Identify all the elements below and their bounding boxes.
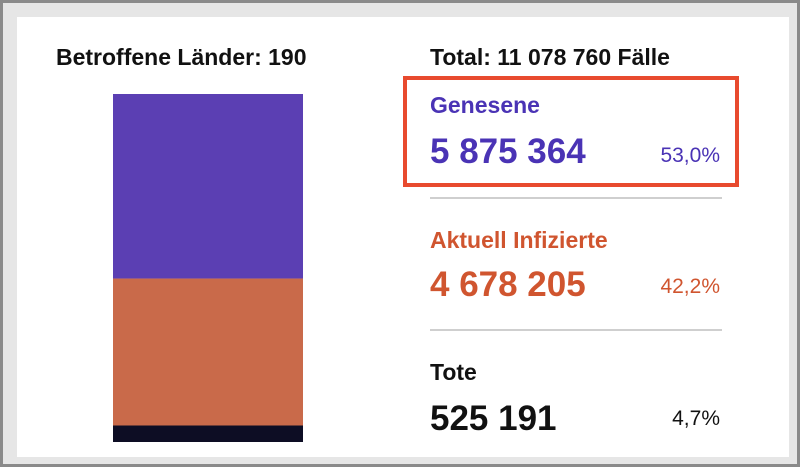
divider	[430, 329, 722, 331]
stat-recovered-percent: 53,0%	[660, 144, 720, 167]
divider	[430, 197, 722, 199]
bar-segment-tote	[113, 425, 303, 442]
stat-infected-label: Aktuell Infizierte	[430, 227, 608, 253]
stat-deaths-label: Tote	[430, 359, 477, 385]
stat-infected-percent: 42,2%	[660, 275, 720, 298]
stat-recovered-label: Genesene	[430, 92, 540, 118]
bar-segment-aktuell-infizierte	[113, 278, 303, 426]
affected-countries-label: Betroffene Länder: 190	[56, 44, 307, 70]
stat-infected-value: 4 678 205	[430, 265, 586, 304]
bar-segment-genesene	[113, 94, 303, 279]
stat-deaths-percent: 4,7%	[672, 407, 720, 430]
stat-deaths-value: 525 191	[430, 399, 557, 438]
stat-recovered-value: 5 875 364	[430, 132, 586, 171]
total-cases-label: Total: 11 078 760 Fälle	[430, 44, 670, 70]
stacked-bar-chart	[113, 94, 303, 442]
stat-recovered: Genesene 5 875 364 53,0%	[430, 92, 722, 171]
highlight-box	[403, 76, 739, 187]
stat-deaths: Tote 525 191 4,7%	[430, 359, 722, 438]
stat-infected: Aktuell Infizierte 4 678 205 42,2%	[430, 227, 722, 304]
